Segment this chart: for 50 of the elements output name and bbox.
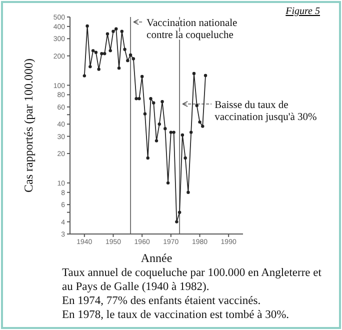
caption: Figure 5 [286,6,320,17]
point [97,68,100,71]
point [158,122,161,126]
point [169,130,173,134]
point [195,104,198,108]
point [154,139,158,142]
point [128,53,132,57]
point [123,48,126,51]
point [143,112,147,116]
point [91,49,95,52]
point [204,74,208,78]
text: En 1978, le taux de vaccination est tombé à 30%. [62,308,290,322]
point [138,97,141,100]
y-axis-title: Cas rapportés (par 100.000) [21,58,36,192]
x-axis-title: Année [140,251,172,265]
point [164,127,167,130]
point [94,50,98,54]
point [108,49,112,52]
point [114,27,118,30]
ref-line-label: Baisse du taux de vaccination jusqu'à 30% [214,100,318,123]
point [86,24,89,28]
point [140,74,144,78]
point [134,97,138,100]
point [180,133,184,137]
point [186,190,190,194]
point [198,120,202,124]
text: En 1974, 77% des enfants étaient vaccinés. [62,294,262,308]
point [106,32,110,36]
point [149,97,152,100]
point [178,210,182,214]
point [201,124,204,128]
point [172,130,176,134]
point [152,101,156,104]
point [103,52,106,56]
text: Taux annuel de coqueluche par 100.000 en Angleterre et au Pays de Galle (1940 à 1982). [62,266,322,294]
point [117,66,121,70]
point [82,74,86,78]
point [160,100,164,104]
point [132,57,136,60]
point [190,130,193,134]
point [88,65,92,68]
point [192,72,196,76]
point [126,58,130,62]
point [166,181,170,185]
point [100,52,104,56]
point [146,156,150,160]
point [184,156,187,160]
point [112,30,115,34]
point [175,220,178,224]
point [120,30,124,34]
